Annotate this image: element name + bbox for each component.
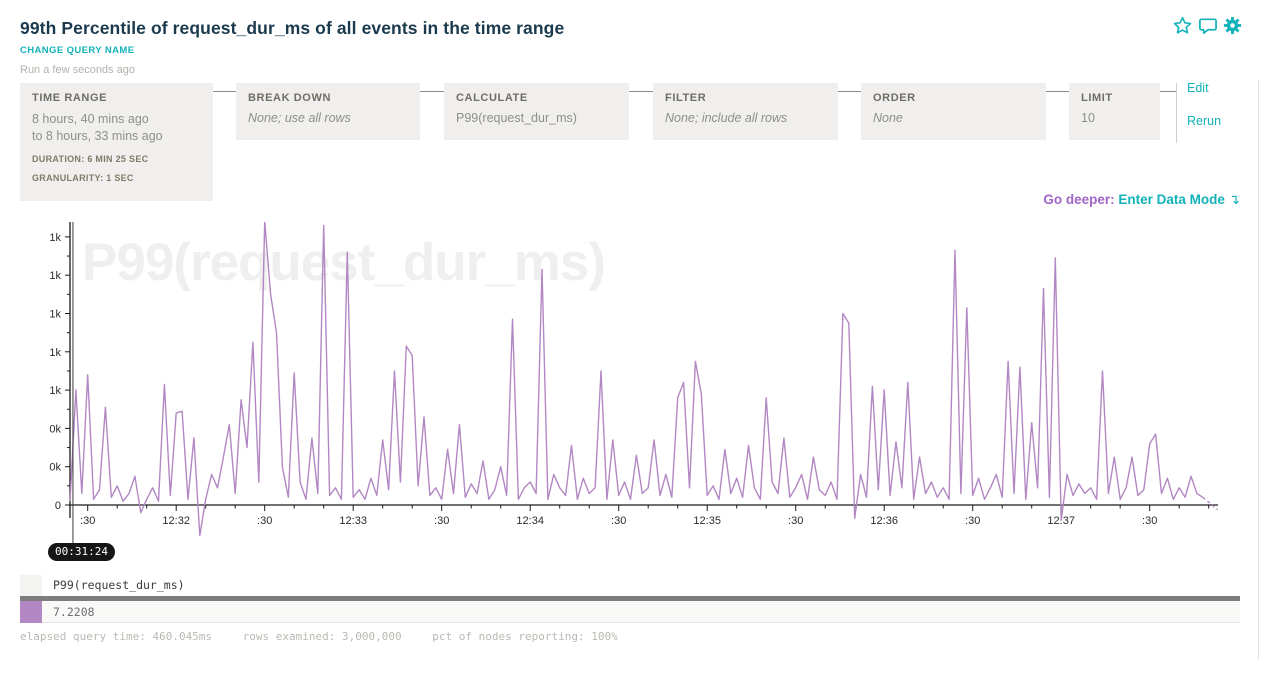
elapsed-time-stat: elapsed query time: 460.045ms [20,630,213,643]
gear-icon[interactable] [1223,16,1242,35]
time-range-value: 8 hours, 40 mins ago to 8 hours, 33 mins… [32,112,163,143]
go-deeper-label: Go deeper: [1043,192,1115,207]
timeseries-chart[interactable]: P99(request_dur_ms) 0 0k 0k 1k 1k 1k 1k 1k :30 12:… [20,220,1240,565]
svg-text:1k: 1k [49,309,61,321]
svg-text:12:32: 12:32 [162,515,190,527]
header-swatch-gutter [20,575,42,596]
panel-connector [629,91,653,92]
results-column-header: P99(request_dur_ms) [53,578,185,592]
edit-button[interactable]: Edit [1187,81,1209,95]
svg-text:0k: 0k [49,423,61,435]
svg-text:0k: 0k [49,462,61,474]
query-stats: elapsed query time: 460.045ms rows exami… [20,630,642,643]
chart-watermark: P99(request_dur_ms) [82,233,605,292]
table-divider-bar [20,596,1240,601]
svg-text::30: :30 [1142,515,1157,527]
svg-text:12:35: 12:35 [693,515,721,527]
svg-text:12:34: 12:34 [516,515,544,527]
panel-connector [1046,91,1069,92]
svg-text::30: :30 [788,515,803,527]
svg-text:1k: 1k [49,232,61,244]
down-hook-arrow-icon: ↴ [1228,192,1240,207]
panel-order[interactable]: ORDER None [861,83,1046,140]
change-query-name-link[interactable]: CHANGE QUERY NAME [20,45,135,56]
svg-text:1k: 1k [49,385,61,397]
svg-text::30: :30 [965,515,980,527]
go-deeper: Go deeper: Enter Data Mode ↴ [1043,192,1240,208]
panel-time-range[interactable]: TIME RANGE 8 hours, 40 mins ago to 8 hou… [20,83,213,201]
header-actions [1173,16,1242,35]
comment-icon[interactable] [1198,16,1217,35]
page-title: 99th Percentile of request_dur_ms of all… [20,18,565,38]
limit-value: 10 [1081,111,1095,125]
svg-text:0: 0 [55,500,61,512]
order-value: None [873,111,903,125]
nodes-reporting-stat: pct of nodes reporting: 100% [432,630,618,643]
result-value: 7.2208 [53,605,95,619]
enter-data-mode-link[interactable]: Enter Data Mode [1118,192,1225,207]
rerun-button[interactable]: Rerun [1187,114,1222,128]
panel-time-range-label: TIME RANGE [32,92,108,104]
series-line [69,220,1204,537]
granularity-meta: GRANULARITY: 1 SEC [32,173,134,183]
svg-text::30: :30 [257,515,272,527]
panel-calculate[interactable]: CALCULATE P99(request_dur_ms) [444,83,629,140]
results-table-header: P99(request_dur_ms) [20,575,1240,596]
crosshair-time-badge: 00:31:24 [48,543,115,561]
star-icon[interactable] [1173,16,1192,35]
svg-text:1k: 1k [49,347,61,359]
panel-connector [838,91,861,92]
svg-text::30: :30 [434,515,449,527]
svg-text:12:33: 12:33 [339,515,367,527]
run-status-text: Run a few seconds ago [20,64,135,76]
page-right-divider [1258,80,1259,660]
panel-connector [213,91,236,92]
panel-break-down[interactable]: BREAK DOWN None; use all rows [236,83,420,140]
calculate-value: P99(request_dur_ms) [456,111,577,125]
chart-canvas[interactable]: P99(request_dur_ms) 0 0k 0k 1k 1k 1k 1k 1k :30 12:… [20,220,1240,565]
rows-examined-stat: rows examined: 3,000,000 [242,630,402,643]
table-row[interactable]: 7.2208 [20,601,1240,623]
panel-connector [1160,91,1176,92]
results-table: P99(request_dur_ms) 7.2208 [20,575,1240,623]
svg-text:12:36: 12:36 [870,515,898,527]
panel-limit[interactable]: LIMIT 10 [1069,83,1160,140]
panel-filter[interactable]: FILTER None; include all rows [653,83,838,140]
svg-text::30: :30 [611,515,626,527]
filter-value: None; include all rows [665,111,788,125]
svg-text::30: :30 [80,515,95,527]
break-down-value: None; use all rows [248,111,351,125]
panel-connector [420,91,444,92]
series-color-swatch [20,601,42,623]
duration-meta: DURATION: 6 MIN 25 SEC [32,154,149,164]
svg-text:1k: 1k [49,270,61,282]
builder-divider [1176,83,1177,143]
